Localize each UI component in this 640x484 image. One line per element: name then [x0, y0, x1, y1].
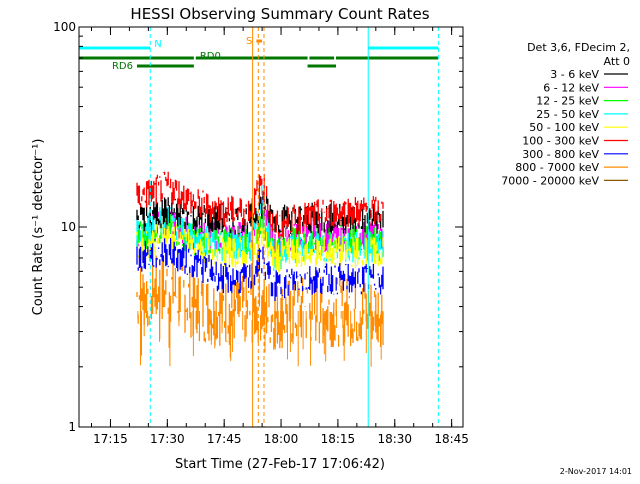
legend-label-6: 300 - 800 keV — [522, 148, 599, 161]
series-6 — [136, 238, 384, 301]
x-tick-label-0: 17:15 — [93, 432, 128, 446]
legend-label-8: 7000 - 20000 keV — [501, 174, 599, 187]
x-axis-label: Start Time (27-Feb-17 17:06:42) — [175, 457, 385, 472]
y-tick-label-0: 1 — [68, 420, 76, 434]
legend-label-3: 25 - 50 keV — [536, 108, 599, 121]
series-5 — [136, 171, 384, 240]
series-trace-5 — [136, 171, 384, 240]
series-7 — [136, 255, 384, 367]
x-tick-label-5: 18:30 — [377, 432, 412, 446]
y-tick-label-1: 10 — [61, 220, 76, 234]
y-tick-label-2: 100 — [53, 20, 76, 34]
x-tick-label-3: 18:00 — [264, 432, 299, 446]
status-bar-label-n: N — [154, 39, 161, 50]
series-dropouts-7 — [137, 311, 382, 367]
x-tick-label-4: 18:15 — [321, 432, 356, 446]
chart-title: HESSI Observing Summary Count Rates — [130, 5, 429, 23]
legend-label-7: 800 - 7000 keV — [515, 161, 599, 174]
footer-date: 2-Nov-2017 14:01 — [560, 467, 632, 476]
plot-area — [136, 171, 384, 367]
legend-header-line2: Att 0 — [604, 55, 630, 68]
y-axis-label: Count Rate (s⁻¹ detector⁻¹) — [31, 139, 46, 316]
legend-label-2: 12 - 25 keV — [536, 95, 599, 108]
series-trace-7 — [136, 255, 384, 350]
x-tick-label-1: 17:30 — [150, 432, 185, 446]
x-tick-label-6: 18:45 — [434, 432, 469, 446]
legend-label-0: 3 - 6 keV — [550, 68, 599, 81]
series-trace-6 — [136, 238, 384, 301]
legend-header-line1: Det 3,6, FDecim 2, — [527, 41, 630, 54]
legend-label-4: 50 - 100 keV — [529, 121, 599, 134]
status-bars: N RD0 RD6 S — [79, 36, 439, 72]
status-bar-label-s: S — [246, 36, 252, 47]
legend-label-1: 6 - 12 keV — [543, 81, 599, 94]
x-tick-label-2: 17:45 — [207, 432, 242, 446]
vertical-markers — [78, 27, 439, 427]
legend-label-5: 100 - 300 keV — [522, 135, 599, 148]
status-bar-label-rd0: RD0 — [200, 51, 221, 62]
status-bar-label-rd6: RD6 — [112, 61, 133, 72]
axes: 17:15 17:30 17:45 18:00 18:15 18:30 18:45 1 10 10… — [53, 20, 469, 446]
